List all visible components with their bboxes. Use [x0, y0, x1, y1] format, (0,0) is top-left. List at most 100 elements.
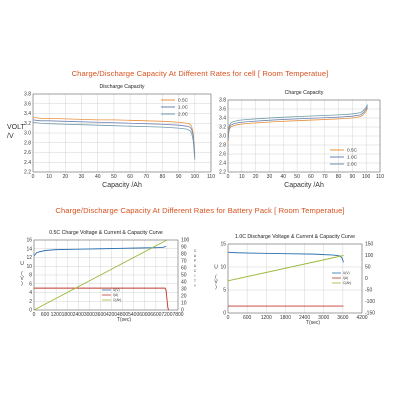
y-right-axis-label-char: P — [194, 259, 196, 263]
y-tick-label: 3.4 — [24, 111, 31, 117]
y-tick-label: 2.2 — [24, 170, 31, 176]
y-axis-label-char: ) — [215, 285, 217, 291]
y-tick-label: 0 — [223, 311, 226, 317]
y-tick-label: 3.4 — [219, 116, 226, 122]
legend-label: 1.0C — [178, 105, 189, 111]
y-right-tick-label: 50 — [181, 273, 187, 279]
y-axis-label-char: ( — [215, 275, 217, 281]
x-axis-label: Capacity /Ah — [284, 182, 324, 189]
x-tick-label: 70 — [143, 174, 149, 180]
y-tick-label: 3.8 — [24, 92, 31, 98]
x-tick-label: 6000 — [139, 312, 150, 318]
series-line-05c — [227, 107, 368, 143]
x-tick-label: 4200 — [106, 312, 117, 318]
y-tick-label: 6 — [29, 281, 32, 287]
x-tick-label: 6600 — [150, 312, 161, 318]
x-tick-label: 1800 — [280, 315, 291, 321]
y-right-axis-label-char: A — [194, 254, 197, 258]
series-line-ia — [34, 287, 170, 311]
y-tick-label: 2.8 — [219, 143, 226, 149]
x-tick-label: 0 — [227, 315, 230, 321]
y-tick-label: 3.2 — [24, 121, 31, 127]
cell-section-title: Charge/Discharge Capacity At Different R… — [71, 69, 329, 78]
x-tick-label: 40 — [280, 174, 286, 180]
x-axis-label: Capacity /Ah — [102, 182, 142, 189]
x-axis-label: T(sec) — [306, 320, 321, 326]
x-tick-label: 80 — [336, 174, 342, 180]
y-tick-label: 2.6 — [219, 152, 226, 158]
y-tick-label: 14 — [26, 246, 32, 252]
x-tick-label: 7800 — [172, 312, 183, 318]
y-tick-label: 8 — [29, 273, 32, 279]
legend-label: U(V) — [113, 288, 120, 292]
x-tick-label: 30 — [79, 174, 85, 180]
y-axis-label-char: V — [20, 276, 24, 282]
x-tick-label: 10 — [239, 174, 245, 180]
y-right-tick-label: -100 — [365, 299, 375, 305]
y-tick-label: 10 — [220, 265, 226, 271]
y-right-tick-label: 50 — [365, 265, 371, 271]
y-right-tick-label: 20 — [181, 294, 187, 300]
y-axis-label: VOLT — [7, 124, 25, 131]
y-axis-label-char: U — [214, 265, 218, 271]
chart-title: 0.5C Charge Voltage & Current & Capacity… — [49, 230, 163, 236]
y-tick-label: 2.2 — [219, 170, 226, 176]
y-right-tick-label: 80 — [181, 252, 187, 258]
y-tick-label: 10 — [26, 264, 32, 270]
y-right-axis-label-char: C — [194, 269, 197, 273]
series-line-10c — [32, 119, 196, 158]
chart-title: Charge Capacity — [285, 90, 324, 96]
series-line-cah — [33, 239, 168, 311]
series-line-05c — [32, 117, 196, 155]
x-tick-label: 0 — [33, 312, 36, 318]
series-line-10c — [227, 106, 368, 141]
chart-title: 1.0C Discharge Voltage & Current & Capac… — [235, 234, 355, 240]
x-tick-label: 3600 — [337, 315, 348, 321]
x-tick-label: 1200 — [261, 315, 272, 321]
y-axis-label-char: U — [20, 261, 24, 267]
y-tick-label: 2 — [29, 299, 32, 305]
y-right-tick-label: 40 — [181, 280, 187, 286]
y-right-tick-label: 70 — [181, 259, 187, 265]
legend-label: 0.5C — [347, 148, 358, 154]
y-tick-label: 3.6 — [219, 107, 226, 113]
y-right-axis-label-char: C — [194, 249, 197, 253]
x-tick-label: 4200 — [356, 315, 367, 321]
legend-label: I(A) — [343, 276, 348, 280]
x-tick-label: 1800 — [62, 312, 73, 318]
x-tick-label: 90 — [176, 174, 182, 180]
y-tick-label: 4 — [29, 290, 32, 296]
y-tick-label: 2.4 — [219, 161, 226, 167]
x-tick-label: 3000 — [84, 312, 95, 318]
x-tick-label: 30 — [267, 174, 273, 180]
y-right-tick-label: 10 — [181, 301, 187, 307]
x-tick-label: 90 — [350, 174, 356, 180]
series-line-cah — [227, 255, 344, 282]
x-tick-label: 100 — [362, 174, 371, 180]
y-tick-label: 2.4 — [24, 160, 31, 166]
x-tick-label: 7200 — [161, 312, 172, 318]
series-line-20c — [227, 104, 368, 139]
x-tick-label: 600 — [243, 315, 252, 321]
y-axis-label-char: ( — [21, 271, 23, 277]
legend-label: 2.0C — [178, 112, 189, 118]
legend-label: I(A) — [113, 293, 118, 297]
y-right-axis-label-char: I — [195, 274, 196, 278]
legend-label: 0.5C — [178, 98, 189, 104]
y-right-axis-label-char: T — [194, 279, 196, 283]
x-tick-label: 2400 — [299, 315, 310, 321]
legend-label: 2.0C — [347, 162, 358, 168]
y-tick-label: 3.2 — [219, 125, 226, 131]
plot-frame — [227, 243, 363, 314]
y-right-tick-label: 150 — [365, 242, 374, 248]
x-tick-label: 60 — [308, 174, 314, 180]
pack-section-title: Charge/Discharge Capacity At Different R… — [55, 206, 345, 215]
x-tick-label: 110 — [376, 174, 384, 180]
y-right-tick-label: -150 — [365, 311, 375, 317]
y-axis-label-char: V — [214, 280, 218, 286]
series-line-uv — [33, 245, 167, 257]
